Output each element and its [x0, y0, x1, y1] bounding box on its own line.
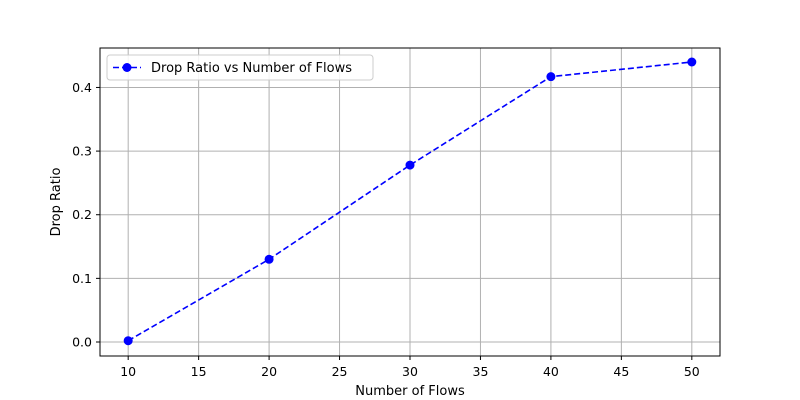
x-tick-label-5: 35 — [473, 364, 489, 379]
legend-entry-label: Drop Ratio vs Number of Flows — [151, 61, 352, 76]
legend-box — [106, 54, 374, 81]
data-point-0-1 — [264, 254, 274, 264]
y-tick-label-4: 0.4 — [72, 80, 92, 95]
axis-ticks: 10 15 20 25 30 35 40 45 50 0.0 0.1 0.2 0.3 0.4 — [72, 80, 700, 379]
x-tick-label-1: 15 — [191, 364, 207, 379]
x-tick-label-4: 30 — [402, 364, 418, 379]
y-tick-label-1: 0.1 — [72, 271, 92, 286]
data-point-0-4 — [687, 57, 697, 67]
x-tick-label-2: 20 — [261, 364, 277, 379]
grid — [100, 48, 720, 356]
x-tick-label-7: 45 — [613, 364, 629, 379]
data-point-0-3 — [546, 72, 556, 82]
data-point-0-0 — [123, 336, 133, 346]
series-layer — [123, 57, 697, 346]
legend-marker-swatch — [122, 63, 132, 72]
y-tick-label-0: 0.0 — [72, 335, 92, 350]
series-line-0 — [127, 61, 692, 342]
y-axis-label: Drop Ratio — [49, 168, 64, 237]
legend: Drop Ratio vs Number of Flows — [106, 54, 374, 81]
y-tick-label-2: 0.2 — [72, 207, 92, 222]
data-point-0-2 — [405, 160, 415, 170]
x-tick-label-8: 50 — [684, 364, 700, 379]
y-tick-label-3: 0.3 — [72, 144, 92, 159]
x-axis-label: Number of Flows — [355, 384, 465, 399]
x-tick-label-3: 25 — [332, 364, 348, 379]
x-tick-label-0: 10 — [120, 364, 136, 379]
x-tick-label-6: 40 — [543, 364, 559, 379]
